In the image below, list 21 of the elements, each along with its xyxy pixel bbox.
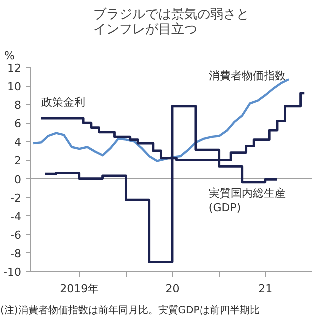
series-label: 実質国内総生産(GDP): [208, 187, 286, 214]
y-tick-label: -10: [4, 266, 22, 279]
series-label: 消費者物価指数: [208, 69, 286, 82]
series-label: 政策金利: [41, 96, 86, 110]
y-tick-label: 6: [14, 118, 22, 131]
chart-title: ブラジルでは景気の弱さとインフレが目立つ: [94, 8, 250, 38]
x-tick-label: 20: [166, 282, 180, 296]
y-tick-label: -2: [10, 192, 22, 205]
y-tick-label: 8: [14, 99, 22, 112]
y-tick-label: 4: [14, 136, 22, 150]
x-tick-label: 2019年: [60, 282, 100, 296]
x-tick-label: 21: [258, 282, 273, 296]
y-tick-label: -4: [10, 210, 22, 224]
y-tick-label: 0: [14, 173, 22, 186]
y-axis-title: %: [4, 50, 15, 62]
text: (注)消費者物価指数は前年同月比。実質GDPは前四半期比: [0, 304, 260, 316]
y-tick-label: 12: [8, 62, 22, 75]
y-tick-label: 2: [14, 154, 22, 168]
y-tick-label: 10: [8, 80, 22, 94]
y-tick-label: -8: [10, 247, 22, 260]
y-tick-label: -6: [10, 228, 22, 242]
